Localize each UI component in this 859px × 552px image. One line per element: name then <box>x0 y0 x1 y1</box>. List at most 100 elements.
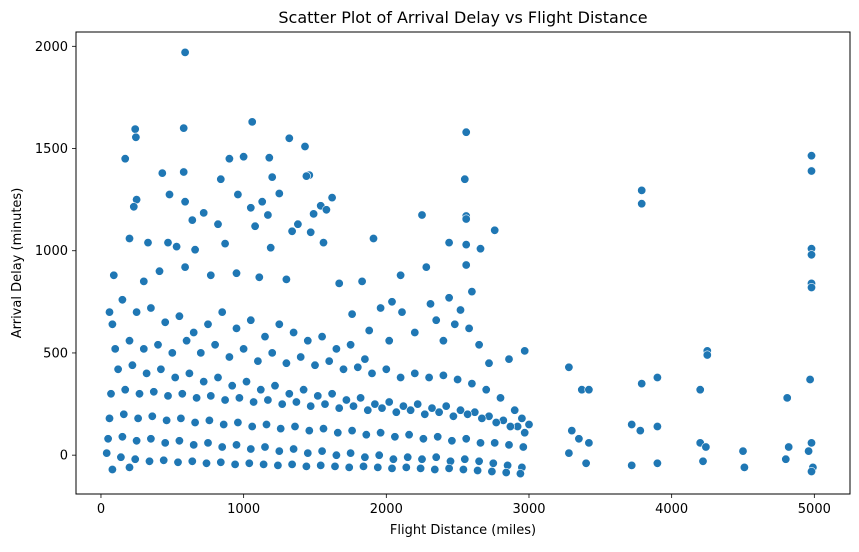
data-point <box>309 209 319 219</box>
data-point <box>267 172 277 182</box>
data-point <box>806 166 816 176</box>
data-point <box>227 381 237 391</box>
data-point <box>346 340 356 350</box>
y-tick-label: 1500 <box>35 142 68 157</box>
data-point <box>233 190 243 200</box>
data-point <box>413 399 423 409</box>
data-point <box>173 457 183 467</box>
data-point <box>206 391 216 401</box>
data-point <box>346 448 356 458</box>
data-point <box>805 374 815 384</box>
data-point <box>146 434 156 444</box>
data-point <box>420 409 430 419</box>
data-point <box>782 393 792 403</box>
data-point <box>199 377 209 387</box>
data-point <box>259 459 269 469</box>
data-point <box>467 379 477 389</box>
data-point <box>356 393 366 403</box>
data-point <box>403 452 413 462</box>
data-point <box>567 426 577 436</box>
data-point <box>347 309 357 319</box>
data-point <box>417 210 427 220</box>
data-point <box>163 391 173 401</box>
data-point <box>627 419 637 429</box>
data-point <box>216 457 226 467</box>
data-point <box>105 307 115 317</box>
y-tick-label: 2000 <box>35 40 68 55</box>
data-point <box>524 419 534 429</box>
data-point <box>806 438 816 448</box>
data-point <box>239 344 249 354</box>
data-point <box>290 421 300 431</box>
data-point <box>257 197 267 207</box>
data-point <box>247 117 257 127</box>
data-point <box>274 189 284 199</box>
data-point <box>127 360 137 370</box>
data-point <box>157 168 167 178</box>
data-point <box>564 448 574 458</box>
data-point <box>189 327 199 337</box>
data-point <box>444 293 454 303</box>
data-point <box>438 370 448 380</box>
data-point <box>217 442 227 452</box>
data-point <box>517 413 527 423</box>
data-point <box>266 243 276 253</box>
data-point <box>635 426 645 436</box>
data-point <box>447 436 457 446</box>
data-point <box>376 303 386 313</box>
data-point <box>170 372 180 382</box>
data-point <box>318 238 328 248</box>
data-point <box>116 452 126 462</box>
data-point <box>384 397 394 407</box>
data-point <box>453 374 463 384</box>
data-point <box>438 336 448 346</box>
data-point <box>434 407 444 417</box>
data-point <box>204 415 214 425</box>
data-point <box>239 152 249 162</box>
data-point <box>125 234 135 244</box>
data-point <box>357 276 367 286</box>
data-point <box>461 214 471 224</box>
data-point <box>702 350 712 360</box>
data-point <box>652 458 662 468</box>
data-point <box>180 197 190 207</box>
data-point <box>187 215 197 225</box>
data-point <box>321 205 331 215</box>
data-point <box>133 413 143 423</box>
data-point <box>310 360 320 370</box>
data-point <box>806 282 816 292</box>
data-point <box>474 456 484 466</box>
data-point <box>190 245 200 255</box>
data-point <box>455 305 465 315</box>
data-point <box>203 319 213 329</box>
data-point <box>179 167 189 177</box>
data-point <box>303 336 313 346</box>
data-point <box>410 368 420 378</box>
data-point <box>180 47 190 57</box>
data-point <box>458 464 468 474</box>
data-point <box>467 287 477 297</box>
data-point <box>187 456 197 466</box>
data-point <box>179 123 189 133</box>
data-point <box>317 446 327 456</box>
data-point <box>219 419 229 429</box>
data-point <box>424 372 434 382</box>
data-point <box>234 393 244 403</box>
data-point <box>287 226 297 236</box>
data-point <box>119 409 129 419</box>
data-point <box>289 327 299 337</box>
data-point <box>433 432 443 442</box>
data-point <box>253 356 263 366</box>
data-point <box>373 462 383 472</box>
data-point <box>230 459 240 469</box>
y-axis-ticks: 0 500 1000 1500 2000 <box>35 40 76 464</box>
data-point <box>202 458 212 468</box>
data-point <box>103 434 113 444</box>
data-point <box>276 424 286 434</box>
data-point <box>491 417 501 427</box>
data-point <box>132 307 142 317</box>
data-point <box>581 458 591 468</box>
data-point <box>418 434 428 444</box>
data-point <box>484 358 494 368</box>
